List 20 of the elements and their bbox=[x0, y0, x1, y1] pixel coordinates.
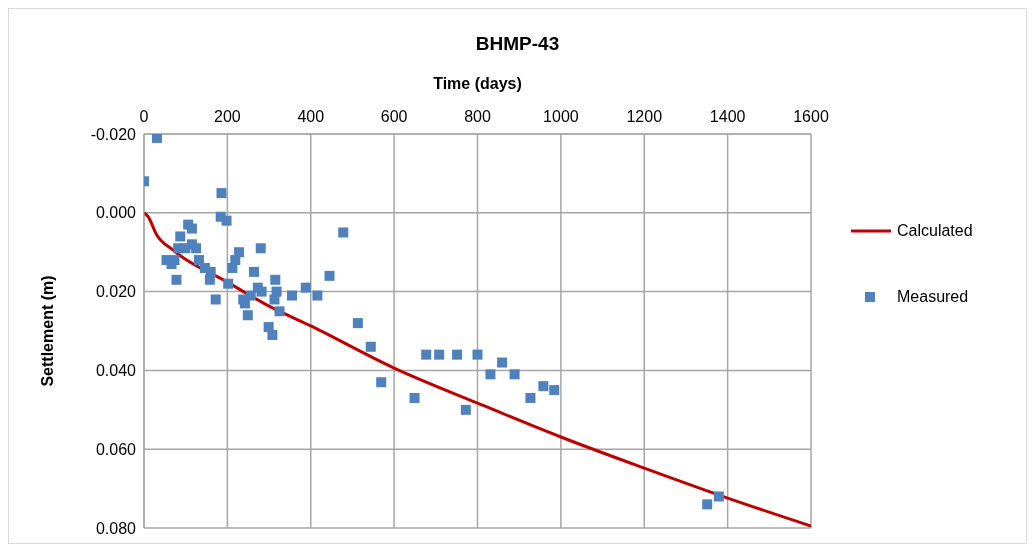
y-tick-label: 0.040 bbox=[95, 362, 137, 380]
y-axis-title: Settlement (m) bbox=[38, 275, 56, 387]
x-tick-label: 0 bbox=[139, 108, 149, 125]
legend-label: Measured bbox=[897, 288, 969, 306]
legend-label: Calculated bbox=[897, 222, 973, 240]
x-tick-label: 800 bbox=[464, 108, 491, 125]
x-tick-label: 600 bbox=[380, 108, 408, 125]
x-tick-label: 1200 bbox=[626, 108, 663, 125]
x-tick-label: 1600 bbox=[793, 108, 829, 125]
y-tick-label: 0.000 bbox=[95, 204, 137, 222]
y-tick-label: 0.020 bbox=[95, 283, 137, 301]
x-tick-label: 200 bbox=[214, 108, 241, 125]
x-tick-label: 1400 bbox=[709, 108, 746, 125]
y-tick-label: -0.020 bbox=[90, 125, 137, 143]
y-tick-label: 0.060 bbox=[95, 440, 137, 458]
x-tick-label: 1000 bbox=[543, 108, 579, 125]
x-axis-title: Time (days) bbox=[433, 75, 522, 93]
y-tick-label: 0.080 bbox=[95, 519, 137, 537]
chart-title: BHMP-43 bbox=[474, 33, 561, 55]
x-tick-label: 400 bbox=[297, 108, 325, 125]
